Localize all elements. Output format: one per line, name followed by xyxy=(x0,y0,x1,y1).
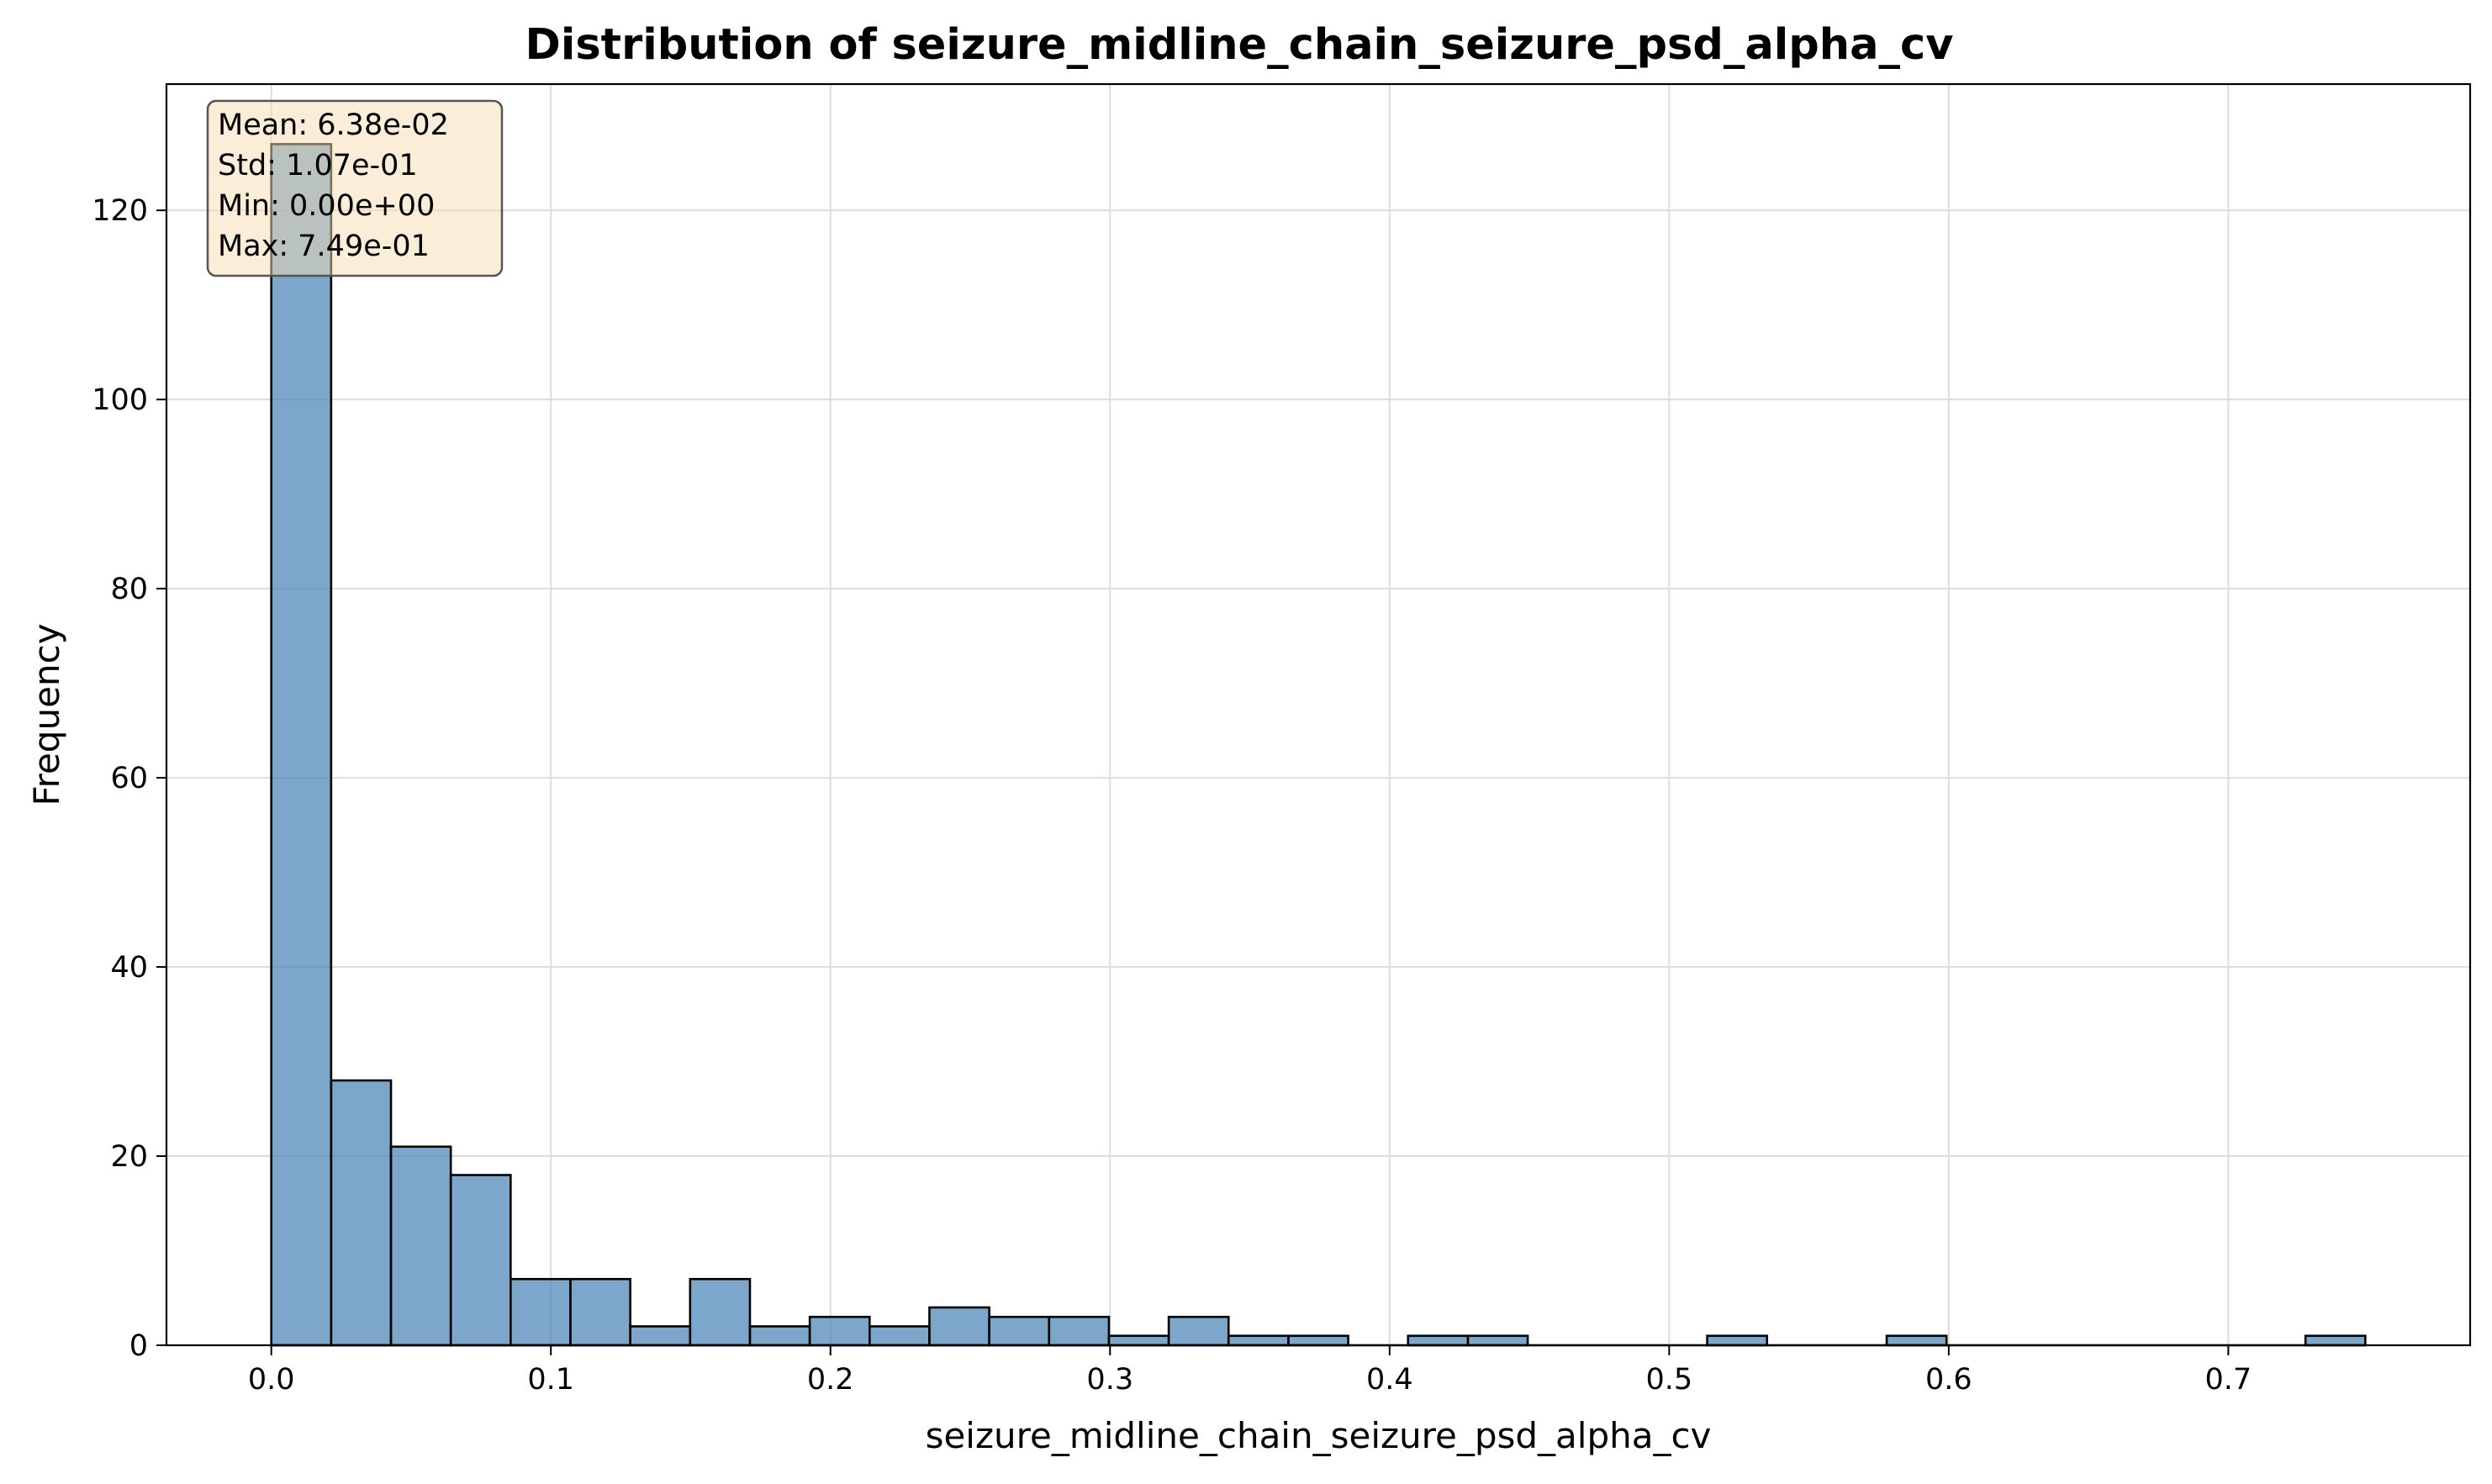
histogram-bar xyxy=(1107,1334,1170,1347)
x-tick-label: 0.2 xyxy=(807,1363,854,1397)
x-axis-ticks: 0.0 0.1 0.2 0.3 0.4 0.5 0.6 0.7 xyxy=(248,1345,2252,1397)
y-axis-label: Frequency xyxy=(26,624,67,806)
y-tick-label: 120 xyxy=(92,194,148,228)
grid-lines xyxy=(166,84,2470,1346)
histogram-bar xyxy=(629,1325,692,1347)
histogram-bar xyxy=(1287,1334,1349,1347)
y-tick-label: 0 xyxy=(129,1329,148,1363)
y-tick-label: 40 xyxy=(110,951,148,985)
y-tick-label: 80 xyxy=(110,573,148,606)
chart-title: Distribution of seizure_midline_chain_se… xyxy=(525,20,1954,70)
histogram-bar xyxy=(868,1325,931,1347)
histogram-bar xyxy=(808,1315,871,1347)
histogram-bar xyxy=(449,1174,512,1347)
stats-std: Std: 1.07e-01 xyxy=(218,149,418,182)
histogram-bar xyxy=(1407,1334,1470,1347)
histogram-bar xyxy=(928,1306,990,1347)
stats-max: Max: 7.49e-01 xyxy=(218,230,430,263)
stats-min: Min: 0.00e+00 xyxy=(218,189,435,223)
plot-frame xyxy=(165,82,2472,1347)
histogram-bar xyxy=(569,1277,631,1347)
histogram-bar xyxy=(270,143,333,1347)
histogram-bar xyxy=(1706,1334,1769,1347)
histogram-bar xyxy=(330,1079,393,1347)
x-tick-label: 0.6 xyxy=(1925,1363,1972,1397)
stats-box-background xyxy=(206,99,504,277)
y-tick-label: 60 xyxy=(110,762,148,795)
histogram-bar xyxy=(988,1315,1051,1347)
x-tick-label: 0.7 xyxy=(2205,1363,2252,1397)
histogram-bar xyxy=(1167,1315,1230,1347)
x-tick-label: 0.3 xyxy=(1086,1363,1133,1397)
x-tick-label: 0.4 xyxy=(1366,1363,1413,1397)
stats-box: Mean: 6.38e-02 Std: 1.07e-01 Min: 0.00e+… xyxy=(206,99,504,277)
x-tick-label: 0.5 xyxy=(1645,1363,1692,1397)
x-tick-label: 0.0 xyxy=(248,1363,295,1397)
y-tick-label: 100 xyxy=(92,383,148,417)
histogram-bar xyxy=(389,1145,452,1347)
histogram-bar xyxy=(748,1325,811,1347)
y-tick-label: 20 xyxy=(110,1140,148,1174)
histogram-bars xyxy=(270,143,2367,1347)
histogram-bar xyxy=(1466,1334,1529,1347)
histogram-bar xyxy=(1885,1334,1948,1347)
y-axis-ticks: 0 20 40 60 80 100 120 xyxy=(92,194,166,1363)
x-axis-label: seizure_midline_chain_seizure_psd_alpha_… xyxy=(926,1415,1712,1456)
histogram-bar xyxy=(2304,1334,2367,1347)
stats-mean: Mean: 6.38e-02 xyxy=(218,108,449,142)
histogram-bar xyxy=(509,1277,572,1347)
histogram-bar xyxy=(689,1277,752,1347)
histogram-bar xyxy=(1227,1334,1290,1347)
x-tick-label: 0.1 xyxy=(527,1363,574,1397)
histogram-bar xyxy=(1048,1315,1111,1347)
